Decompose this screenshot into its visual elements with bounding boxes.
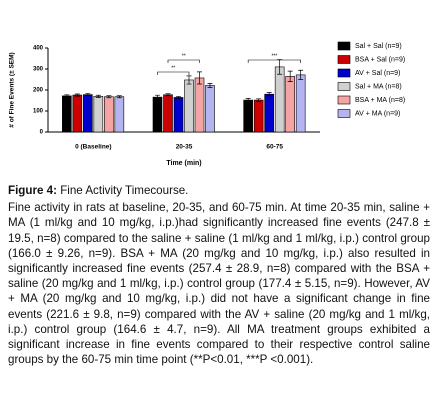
significance-bracket: [247, 59, 301, 63]
bar: [152, 96, 163, 133]
legend-label: AV + MA (n=9): [355, 110, 400, 117]
legend-swatch: [337, 82, 351, 91]
error-bar: [245, 98, 251, 103]
error-bar: [165, 93, 171, 97]
caption-title: Fine Activity Timecourse.: [56, 184, 189, 197]
caption-label: Figure 4:: [8, 184, 57, 197]
caption: Figure 4: Fine Activity Timecourse. Fine…: [8, 183, 430, 367]
legend-label: Sal + MA (n=8): [355, 83, 402, 90]
legend-label: Sal + Sal (n=9): [355, 43, 402, 50]
bar: [93, 96, 104, 133]
y-tick-label: 400: [33, 46, 44, 52]
bar: [184, 79, 194, 133]
bar: [173, 97, 184, 133]
significance-bracket: [167, 59, 200, 63]
error-bar: [176, 96, 181, 99]
significance-label: ***: [271, 53, 277, 59]
legend-swatch: [337, 68, 351, 78]
bar: [72, 94, 83, 133]
legend-swatch: [337, 109, 351, 118]
error-bar: [85, 93, 91, 97]
significance-label: **: [182, 53, 186, 59]
caption-body: Fine activity in rats at baseline, 20-35…: [8, 201, 430, 367]
error-bar: [74, 93, 80, 97]
error-bar: [256, 98, 262, 102]
x-tick-label: 20-35: [176, 144, 193, 151]
legend-label: BSA + Sal (n=9): [355, 56, 405, 63]
y-axis-label: # of Fine Events (± SEM): [9, 52, 16, 127]
error-bar: [106, 95, 112, 99]
legend-label: AV + Sal (n=9): [355, 70, 400, 77]
bar: [253, 99, 264, 133]
error-bar: [64, 94, 70, 98]
caption-title-line: Figure 4: Fine Activity Timecourse.: [8, 183, 430, 198]
x-axis-label: Time (min): [166, 160, 201, 167]
bar: [62, 95, 72, 133]
x-tick-label: 60-75: [266, 144, 283, 151]
error-bar: [197, 71, 202, 85]
y-tick-label: 0: [40, 130, 44, 136]
bar: [295, 74, 306, 133]
error-bar: [155, 94, 160, 100]
x-tick-label: 0 (Baseline): [75, 144, 112, 151]
bar: [163, 94, 173, 133]
bar: [83, 94, 93, 133]
bar: [104, 96, 114, 133]
error-bar: [207, 83, 213, 88]
bar: [274, 66, 285, 133]
error-bar: [186, 75, 192, 85]
significance-label: **: [171, 65, 175, 71]
legend-label: BSA + MA (n=8): [355, 97, 405, 104]
error-bar: [287, 70, 293, 82]
legend-swatch: [337, 41, 351, 51]
bar: [264, 93, 274, 133]
error-bar: [266, 92, 272, 97]
y-tick-label: 300: [33, 67, 44, 73]
significance-bracket: [157, 71, 190, 75]
bar: [285, 76, 295, 133]
error-bar: [298, 69, 304, 80]
legend-swatch: [337, 95, 351, 105]
y-tick-label: 200: [33, 88, 44, 94]
legend-swatch: [337, 55, 351, 64]
bar: [194, 77, 205, 133]
y-tick-label: 100: [33, 109, 44, 115]
bar: [114, 96, 125, 133]
bar: [205, 85, 215, 133]
error-bar: [116, 95, 122, 99]
error-bar: [277, 59, 283, 75]
chart: # of Fine Events (± SEM) Time (min) 0 100…: [9, 41, 405, 167]
error-bar: [95, 94, 101, 98]
bar: [243, 99, 253, 133]
